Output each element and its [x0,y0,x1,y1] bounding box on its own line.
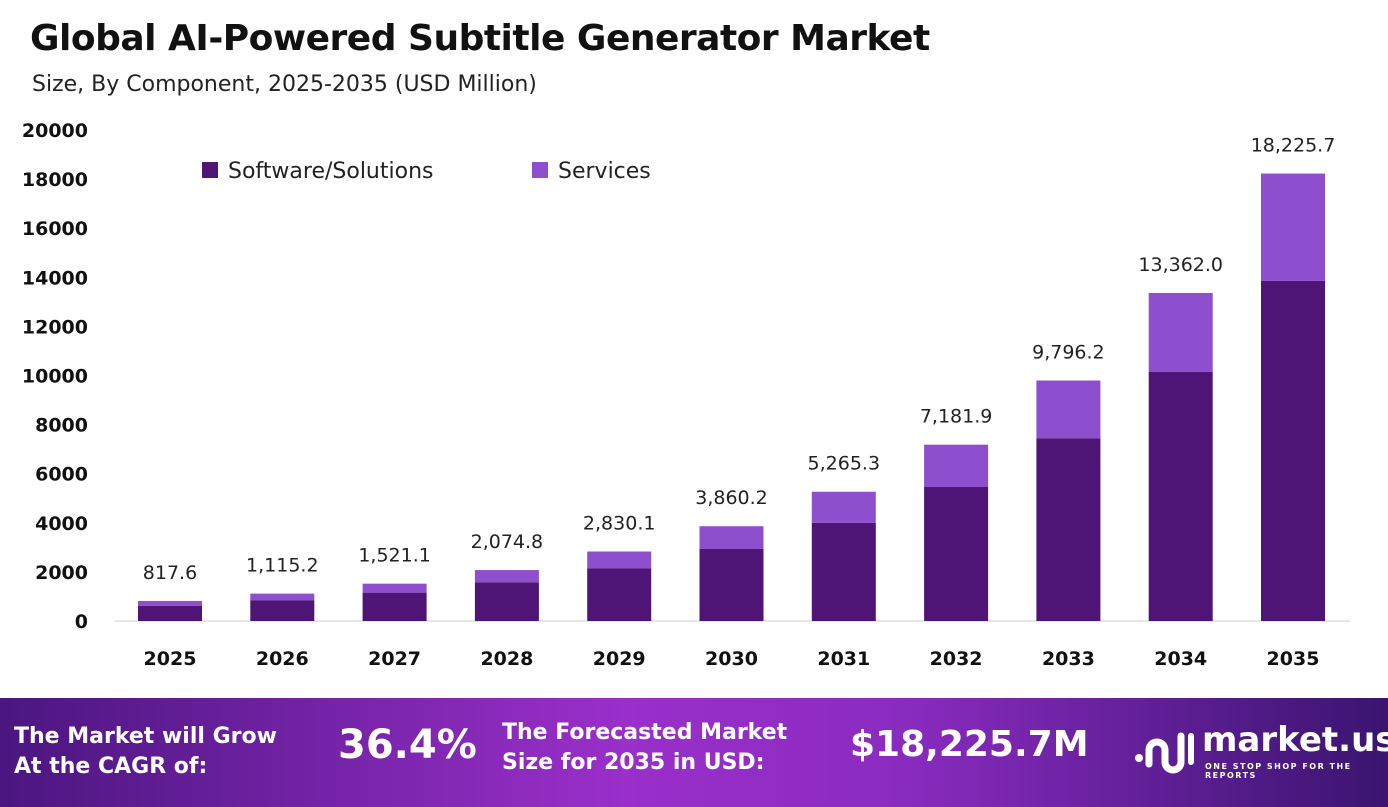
total-label: 9,796.2 [1032,342,1105,364]
y-tick-label: 12000 [22,316,88,338]
y-tick-label: 6000 [35,464,88,486]
forecast-value: $18,225.7M [850,724,1089,765]
bar-software-solutions-2032 [924,487,989,621]
bar-services-2033 [1036,380,1101,439]
total-label: 2,074.8 [471,531,544,553]
x-tick-label: 2034 [1154,648,1207,670]
brand-name: market.us [1202,720,1388,760]
total-label: 3,860.2 [695,487,768,509]
y-tick-label: 14000 [22,267,88,289]
forecast-label-1: The Forecasted Market [502,720,788,745]
cagr-label-1: The Market will Grow [14,724,277,749]
total-label: 18,225.7 [1251,135,1336,157]
bar-software-solutions-2027 [362,592,427,621]
bar-services-2034 [1148,292,1213,372]
legend-label-1: Services [558,159,651,184]
bar-services-2032 [924,444,989,488]
y-tick-label: 8000 [35,415,88,437]
legend-label-0: Software/Solutions [228,159,433,184]
x-tick-label: 2031 [817,648,870,670]
chart-subtitle: Size, By Component, 2025-2035 (USD Milli… [32,72,537,97]
chart-title: Global AI-Powered Subtitle Generator Mar… [30,18,930,59]
bar-software-solutions-2029 [587,568,652,621]
brand-tagline: ONE STOP SHOP FOR THE REPORTS [1205,762,1352,780]
bar-software-solutions-2035 [1261,280,1325,621]
bar-services-2035 [1261,173,1325,281]
chart: 0 2000 4000 6000 8000 10000 12000 14000 16000 180… [22,120,1350,670]
y-tick-label: 16000 [22,218,88,240]
bar-software-solutions-2028 [474,582,539,621]
bar-services-2029 [587,551,652,569]
market-us-logo-icon [1135,732,1194,774]
footer-banner: The Market will Grow At the CAGR of: 36.… [0,698,1388,807]
bar-services-2026 [250,593,315,601]
legend-swatch-1 [532,162,548,178]
x-tick-label: 2032 [930,648,983,670]
total-label: 817.6 [143,562,197,584]
total-label: 7,181.9 [920,406,993,428]
y-tick-label: 10000 [22,366,88,388]
x-tick-label: 2030 [705,648,758,670]
y-tick-label: 2000 [35,562,88,584]
bar-services-2030 [699,526,764,549]
bar-services-2025 [138,600,202,606]
total-label: 1,521.1 [358,545,431,567]
bar-software-solutions-2031 [811,522,876,621]
x-tick-label: 2027 [368,648,421,670]
bar-software-solutions-2030 [699,548,764,621]
y-tick-label: 0 [75,611,88,633]
x-tick-label: 2029 [593,648,646,670]
bar-software-solutions-2025 [138,605,202,621]
bar-services-2027 [362,583,427,593]
forecast-label-2: Size for 2035 in USD: [502,750,765,775]
y-tick-label: 18000 [22,169,88,191]
total-label: 5,265.3 [808,453,881,475]
bar-services-2031 [811,491,876,523]
bar-services-2028 [474,570,539,583]
x-tick-label: 2035 [1267,648,1320,670]
bar-software-solutions-2026 [250,600,315,621]
y-tick-label: 4000 [35,513,88,535]
bar-software-solutions-2034 [1148,371,1213,621]
cagr-label-2: At the CAGR of: [14,754,208,779]
y-tick-label: 20000 [22,120,88,142]
total-label: 1,115.2 [246,555,319,577]
cagr-value: 36.4% [338,722,477,768]
total-label: 13,362.0 [1138,254,1223,276]
bar-software-solutions-2033 [1036,438,1101,621]
x-tick-label: 2028 [480,648,533,670]
total-label: 2,830.1 [583,513,656,535]
x-tick-label: 2025 [144,648,197,670]
x-tick-label: 2026 [256,648,309,670]
legend-swatch-0 [202,162,218,178]
x-tick-label: 2033 [1042,648,1095,670]
